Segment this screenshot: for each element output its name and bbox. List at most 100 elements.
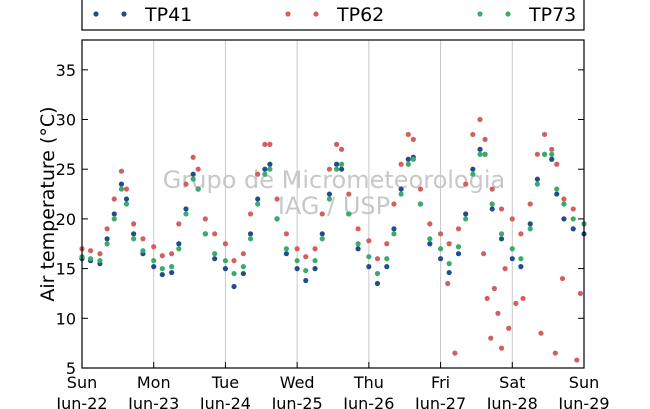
data-point: [489, 201, 495, 207]
legend-marker-tp41: [93, 11, 99, 17]
data-point: [231, 283, 237, 290]
data-point: [405, 161, 411, 167]
data-point: [498, 236, 505, 242]
data-point: [202, 231, 208, 237]
data-point: [455, 244, 462, 250]
data-point: [427, 236, 433, 242]
data-point: [183, 211, 189, 217]
data-point: [455, 251, 462, 257]
data-point: [240, 264, 246, 270]
data-point: [463, 216, 469, 222]
axes: 5 10 15 20 25 30 35 Sun Jun-22 Mon Jun-23 Tue Jun-24…: [55, 61, 609, 409]
x-tick-label-day: Sun: [67, 373, 97, 392]
data-point: [498, 206, 505, 212]
data-point: [509, 246, 515, 252]
data-point: [374, 270, 381, 277]
data-point: [294, 266, 300, 272]
data-point: [570, 216, 576, 222]
y-axis-title: Air temperature (°C): [37, 106, 59, 301]
data-point: [97, 258, 103, 264]
data-point: [561, 216, 567, 222]
x-tick-label-day: Sun: [569, 373, 599, 392]
data-point: [534, 151, 540, 157]
data-point: [498, 345, 505, 351]
data-point: [283, 251, 289, 257]
data-point: [303, 254, 309, 260]
data-point: [374, 256, 381, 262]
data-point: [445, 280, 451, 287]
data-point: [570, 226, 576, 232]
data-point: [88, 256, 94, 262]
data-point: [262, 141, 268, 147]
series-tp62: [79, 116, 587, 363]
x-tick-label-date: Jun-29: [557, 394, 609, 409]
data-point: [391, 201, 397, 207]
data-point: [561, 201, 567, 207]
y-tick-label: 10: [56, 309, 76, 328]
data-point: [319, 211, 325, 217]
data-point: [455, 226, 462, 232]
data-point: [538, 330, 544, 336]
plot-frame: [81, 39, 585, 369]
data-point: [247, 236, 254, 242]
x-tick-label-date: Jun-23: [127, 394, 179, 409]
data-point: [319, 236, 325, 242]
data-point: [104, 226, 110, 232]
watermark-line-1: Grupo de Micrometeorologia: [163, 166, 505, 194]
data-point: [240, 270, 246, 277]
data-point: [427, 241, 433, 247]
data-point: [123, 201, 130, 207]
data-point: [326, 196, 333, 202]
data-point: [481, 251, 487, 257]
data-point: [482, 151, 488, 157]
data-point: [491, 285, 497, 292]
data-point: [131, 236, 137, 242]
data-point: [541, 151, 548, 157]
data-point: [437, 256, 444, 262]
data-point: [195, 166, 201, 172]
data-point: [549, 146, 555, 152]
data-point: [140, 248, 146, 254]
data-point: [427, 221, 433, 227]
data-point: [118, 186, 125, 192]
data-point: [549, 151, 555, 157]
data-point: [339, 146, 345, 152]
data-point: [518, 264, 524, 270]
data-point: [498, 231, 505, 237]
data-point: [294, 258, 300, 264]
data-point: [303, 267, 309, 274]
data-point: [355, 226, 361, 232]
data-point: [190, 176, 196, 182]
data-point: [374, 280, 381, 287]
data-point: [231, 270, 237, 277]
data-point: [176, 221, 182, 227]
data-point: [97, 251, 103, 257]
data-point: [123, 196, 130, 202]
data-point: [159, 266, 165, 272]
y-tick-label: 20: [56, 210, 76, 229]
data-point: [195, 186, 201, 192]
data-point: [190, 154, 196, 160]
x-tick-label-date: Jun-24: [199, 394, 251, 409]
data-point: [366, 254, 372, 260]
data-point: [477, 151, 483, 157]
data-point: [477, 146, 483, 152]
data-point: [140, 236, 146, 242]
data-point: [554, 186, 560, 192]
data-point: [502, 266, 508, 272]
x-tick-label-date: Jun-22: [55, 394, 107, 409]
data-point: [151, 244, 157, 250]
data-point: [111, 196, 117, 202]
legend-marker-tp73: [477, 11, 483, 17]
data-point: [482, 136, 488, 142]
data-point: [212, 231, 218, 237]
data-point: [446, 261, 452, 267]
data-point: [527, 201, 533, 207]
data-point: [212, 251, 218, 257]
data-point: [183, 206, 189, 212]
data-point: [283, 246, 289, 252]
x-tick-label-day: Tue: [211, 373, 239, 392]
data-point: [176, 246, 182, 252]
data-point: [339, 161, 345, 167]
data-point: [384, 264, 390, 270]
